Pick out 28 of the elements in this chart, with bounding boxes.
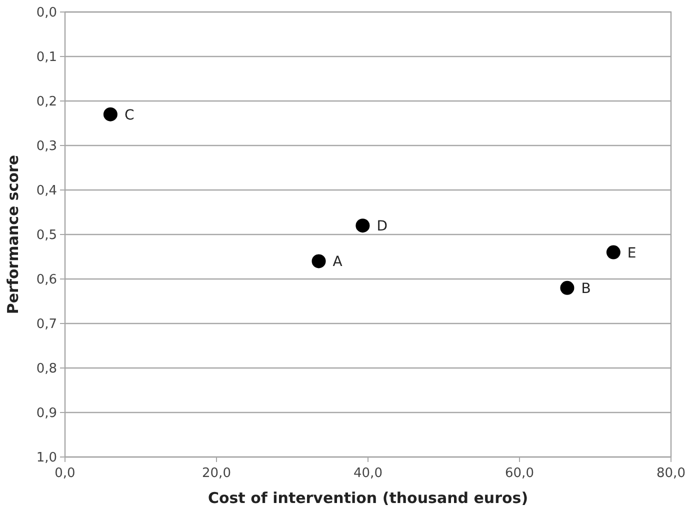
y-tick-label: 0,5 (36, 228, 57, 244)
x-tick-label: 40,0 (354, 466, 382, 481)
y-tick-label: 1,0 (36, 450, 57, 466)
y-tick-label: 0,8 (36, 362, 57, 377)
point (560, 280, 574, 295)
x-axis-title: Cost of intervention (thousand euros) (208, 489, 528, 507)
y-tick-label: 0,1 (36, 50, 57, 66)
y-tick-label: 0,6 (36, 272, 57, 288)
y-tick-label: 0,0 (36, 6, 57, 21)
y-axis-title: Performance score (4, 154, 22, 314)
annotation: E (627, 245, 636, 262)
x-tick-label: 80,0 (656, 466, 686, 481)
annotation: C (124, 107, 134, 124)
point (103, 107, 118, 122)
x-tick-label: 60,0 (505, 466, 534, 481)
annotation: A (332, 254, 343, 270)
annotation: D (376, 218, 388, 235)
annotation: B (581, 280, 591, 297)
y-tick-label: 0,2 (36, 94, 57, 110)
point (356, 218, 370, 233)
x-tick-label: 0,0 (54, 466, 76, 481)
point (606, 245, 620, 260)
y-tick-label: 0,9 (36, 406, 57, 422)
point (312, 254, 326, 268)
x-tick-label: 20,0 (202, 466, 231, 481)
y-tick-label: 0,7 (36, 317, 57, 332)
y-tick-label: 0,3 (36, 139, 57, 154)
y-tick-label: 0,4 (36, 184, 57, 199)
